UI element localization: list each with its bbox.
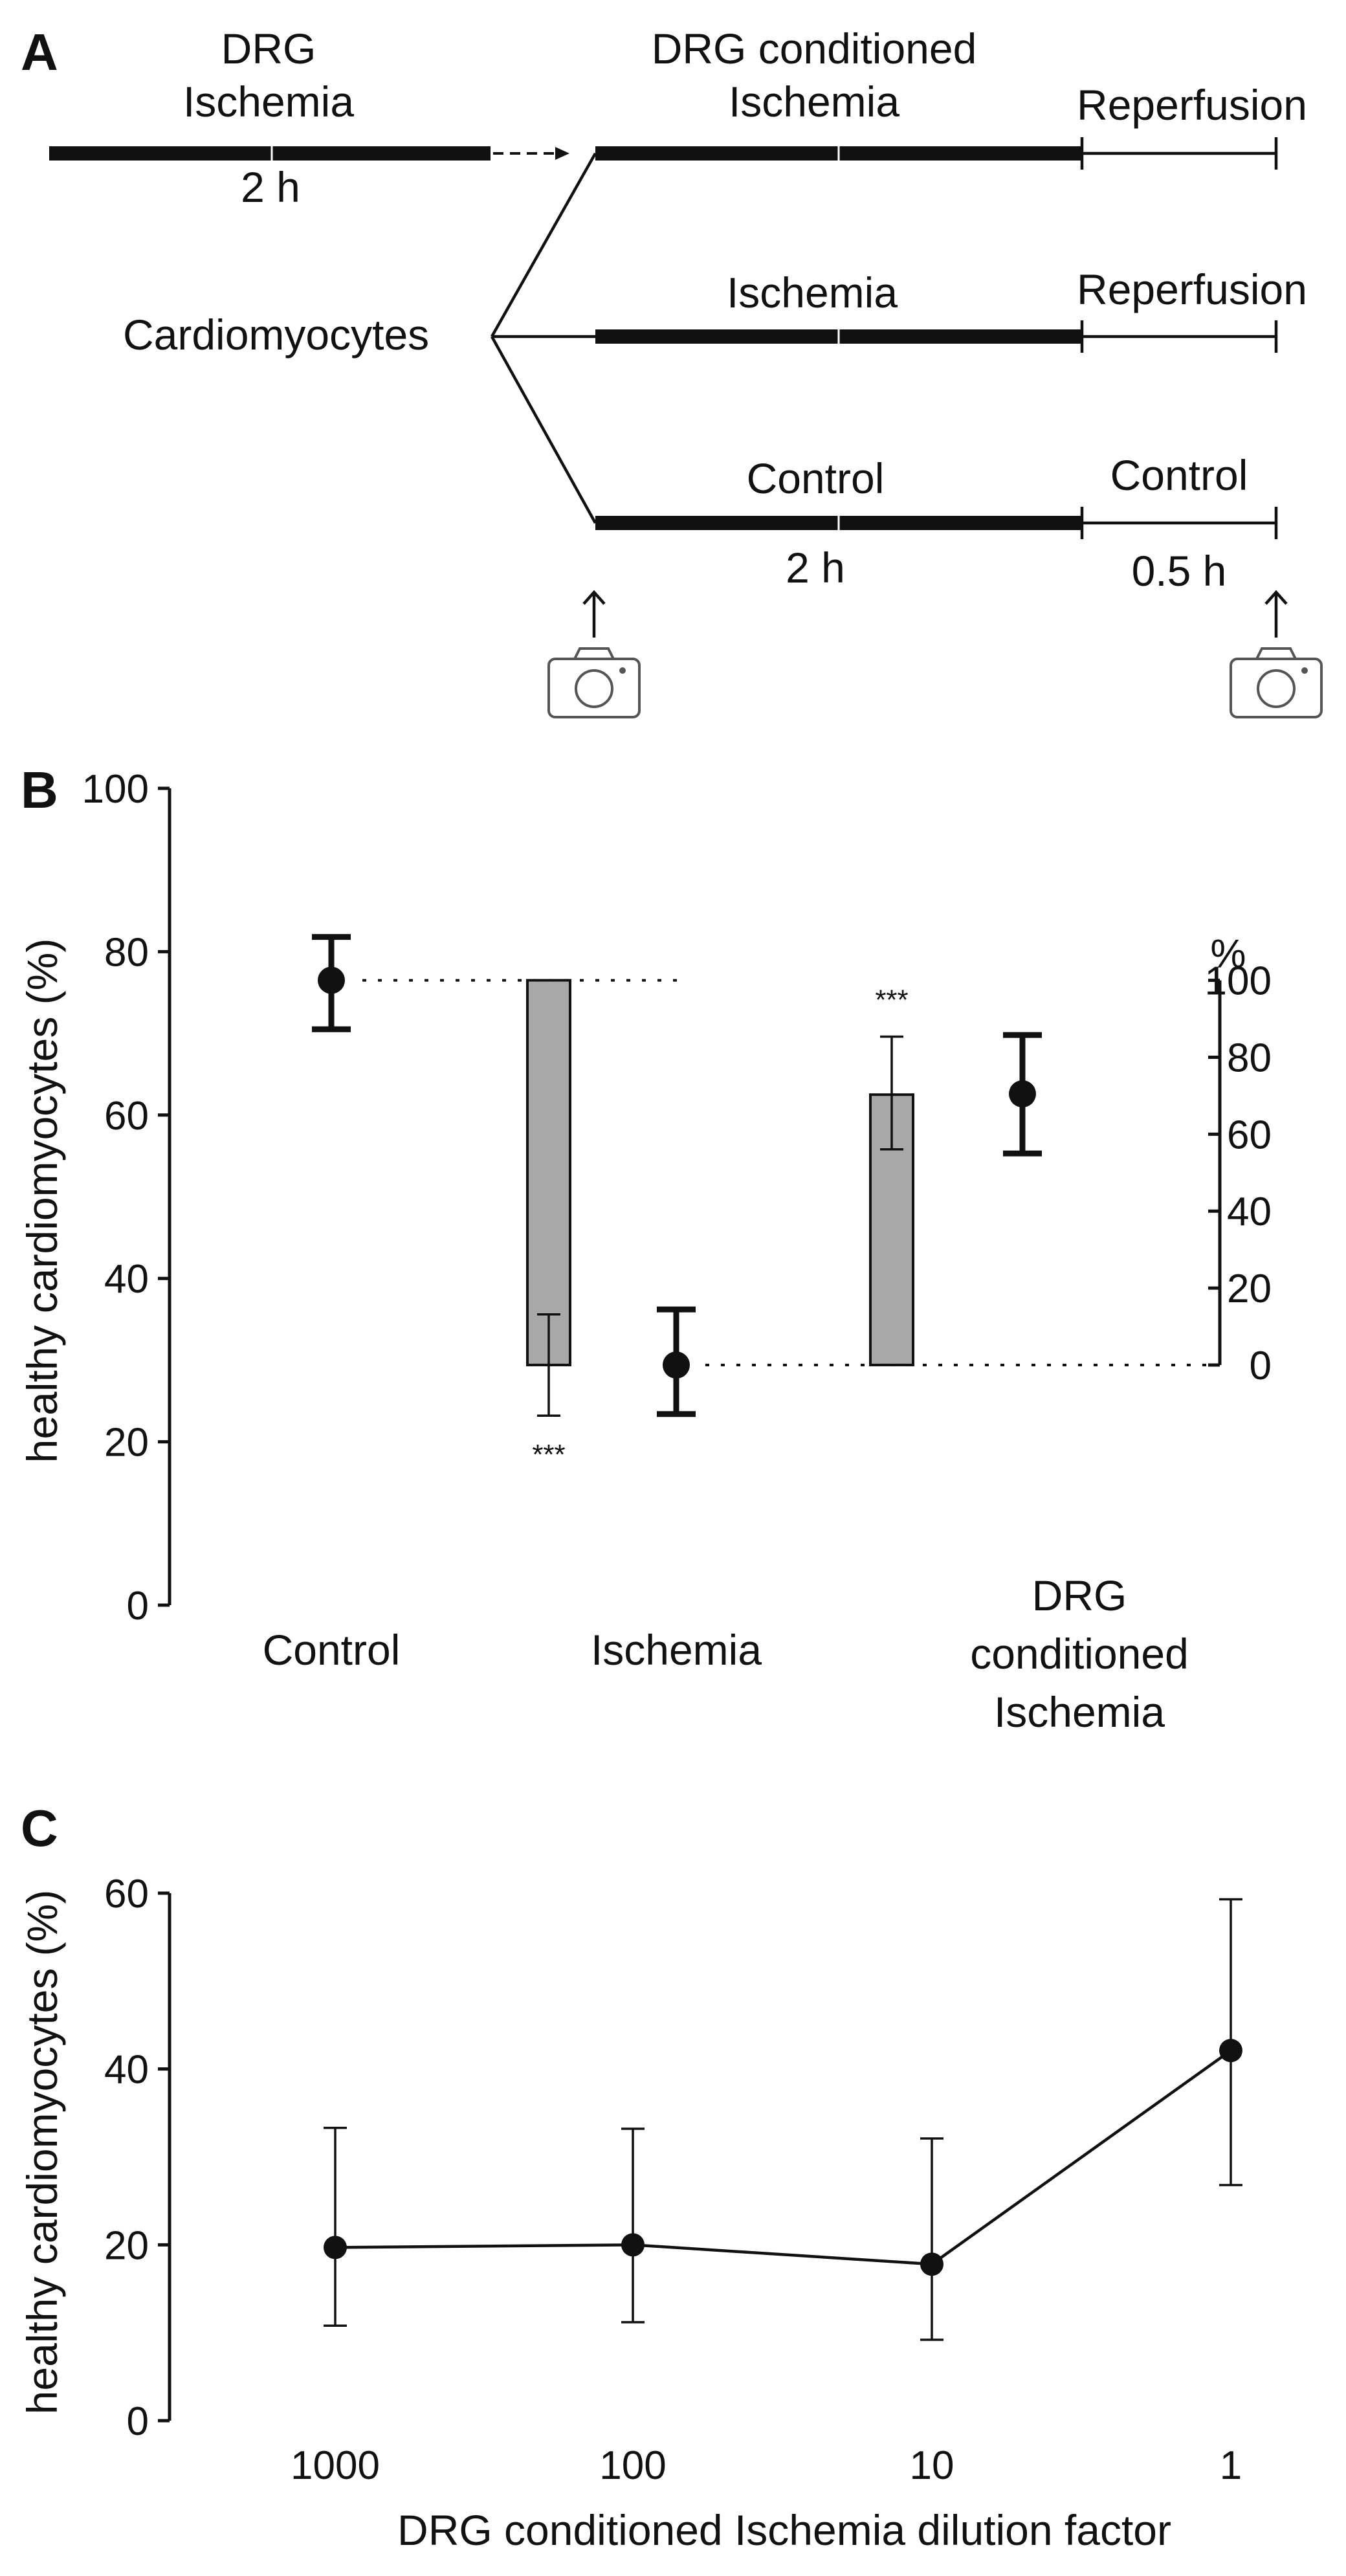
camera-icon — [1230, 647, 1323, 718]
right-y-tick-label: 100 — [1205, 959, 1272, 1004]
panel-letter-a: A — [21, 23, 58, 81]
panel-b-reference-lines — [362, 979, 1220, 1366]
right-y-tick-label: 40 — [1227, 1190, 1272, 1234]
arrowhead-icon — [555, 147, 569, 160]
data-point — [920, 2252, 943, 2276]
panel-b-category-labels: Control Ischemia DRG conditioned Ischemia — [263, 1571, 1189, 1736]
panel-letter-b: B — [21, 761, 58, 819]
y-tick-label: 40 — [104, 1257, 149, 1302]
camera-start — [547, 590, 641, 718]
camera-end — [1230, 590, 1323, 718]
data-point — [663, 1351, 690, 1379]
panel-c-y-ticks: 0 20 40 60 — [104, 1872, 170, 2444]
right-y-tick-label: 0 — [1250, 1344, 1272, 1388]
panel-a: A DRG Ischemia 2 h Cardiomyocytes DRG co… — [21, 23, 1323, 718]
reperf-duration-label: 0.5 h — [1132, 547, 1227, 595]
pre-duration-label: 2 h — [241, 163, 300, 211]
y-tick-label: 100 — [82, 767, 149, 812]
right-y-tick-label: 60 — [1227, 1113, 1272, 1157]
y-tick-label: 80 — [104, 930, 149, 975]
panel-c-y-axis-label: healthy cardiomyocytes (%) — [18, 1890, 66, 2415]
y-tick-label: 60 — [104, 1094, 149, 1138]
right-y-tick-label: 80 — [1227, 1036, 1272, 1080]
row1-main-label-line2: Ischemia — [729, 78, 899, 126]
x-tick-label: 10 — [910, 2443, 954, 2488]
significance-annotation: *** — [532, 1439, 565, 1471]
row1-main-label-line1: DRG conditioned — [652, 25, 977, 72]
y-tick-label: 0 — [127, 2399, 149, 2444]
y-tick-label: 20 — [104, 2223, 149, 2268]
significance-annotation: *** — [875, 984, 908, 1016]
row3-main-label: Control — [747, 454, 885, 502]
data-point — [621, 2233, 645, 2257]
y-tick-label: 60 — [104, 1872, 149, 1916]
row2-reperf-label: Reperfusion — [1077, 265, 1307, 313]
panel-b-difference-bars: *** *** — [526, 979, 914, 1471]
right-y-tick-label: 20 — [1227, 1267, 1272, 1311]
difference-bar — [869, 1093, 914, 1366]
x-tick-label: 1 — [1220, 2443, 1242, 2488]
series-line — [335, 2049, 1232, 2266]
row3-reperf-label: Control — [1110, 451, 1248, 499]
category-label-drg-conditioned-ischemia: DRG conditioned Ischemia — [970, 1571, 1189, 1736]
y-tick-label: 20 — [104, 1421, 149, 1465]
panel-b: B healthy cardiomyocytes (%) 0 20 40 60 80 10… — [18, 761, 1272, 1736]
panel-letter-c: C — [21, 1799, 58, 1857]
main-duration-label: 2 h — [786, 544, 845, 592]
panel-c-x-tick-labels: 1000 100 10 1 — [291, 2443, 1242, 2488]
difference-bar — [526, 979, 571, 1366]
data-point — [1219, 2039, 1242, 2063]
row1-reperf-label: Reperfusion — [1077, 81, 1307, 129]
pre-label-line2: Ischemia — [183, 78, 354, 126]
row2-main-label: Ischemia — [727, 269, 898, 316]
panel-b-y-ticks: 0 20 40 60 80 100 — [82, 767, 170, 1628]
camera-icon — [547, 647, 641, 718]
data-point — [1009, 1080, 1036, 1107]
category-label-ischemia: Ischemia — [591, 1626, 762, 1674]
right-y-axis-label: % — [1210, 932, 1246, 977]
y-tick-label: 0 — [127, 1584, 149, 1628]
y-tick-label: 40 — [104, 2048, 149, 2093]
panel-c-x-axis-label: DRG conditioned Ischemia dilution factor — [397, 2506, 1171, 2554]
x-tick-label: 100 — [599, 2443, 666, 2488]
panel-b-y-axis-label: healthy cardiomyocytes (%) — [18, 938, 66, 1463]
pre-label-line1: DRG — [221, 25, 316, 72]
panel-b-points — [312, 934, 1042, 1417]
category-label-control: Control — [263, 1626, 401, 1674]
panel-b-right-axis: 0 20 40 60 80 100% — [1205, 932, 1272, 1388]
cardiomyocytes-label: Cardiomyocytes — [123, 311, 429, 359]
data-point — [324, 2236, 347, 2260]
panel-c-series — [324, 1898, 1242, 2341]
data-point — [318, 966, 345, 994]
x-tick-label: 1000 — [291, 2443, 380, 2488]
